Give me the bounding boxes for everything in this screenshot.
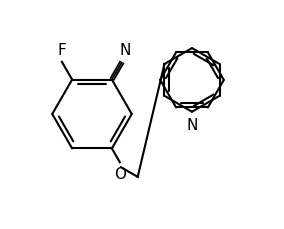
Text: N: N	[119, 43, 131, 58]
Text: F: F	[58, 43, 66, 58]
Text: O: O	[114, 166, 126, 182]
Text: N: N	[186, 117, 198, 132]
